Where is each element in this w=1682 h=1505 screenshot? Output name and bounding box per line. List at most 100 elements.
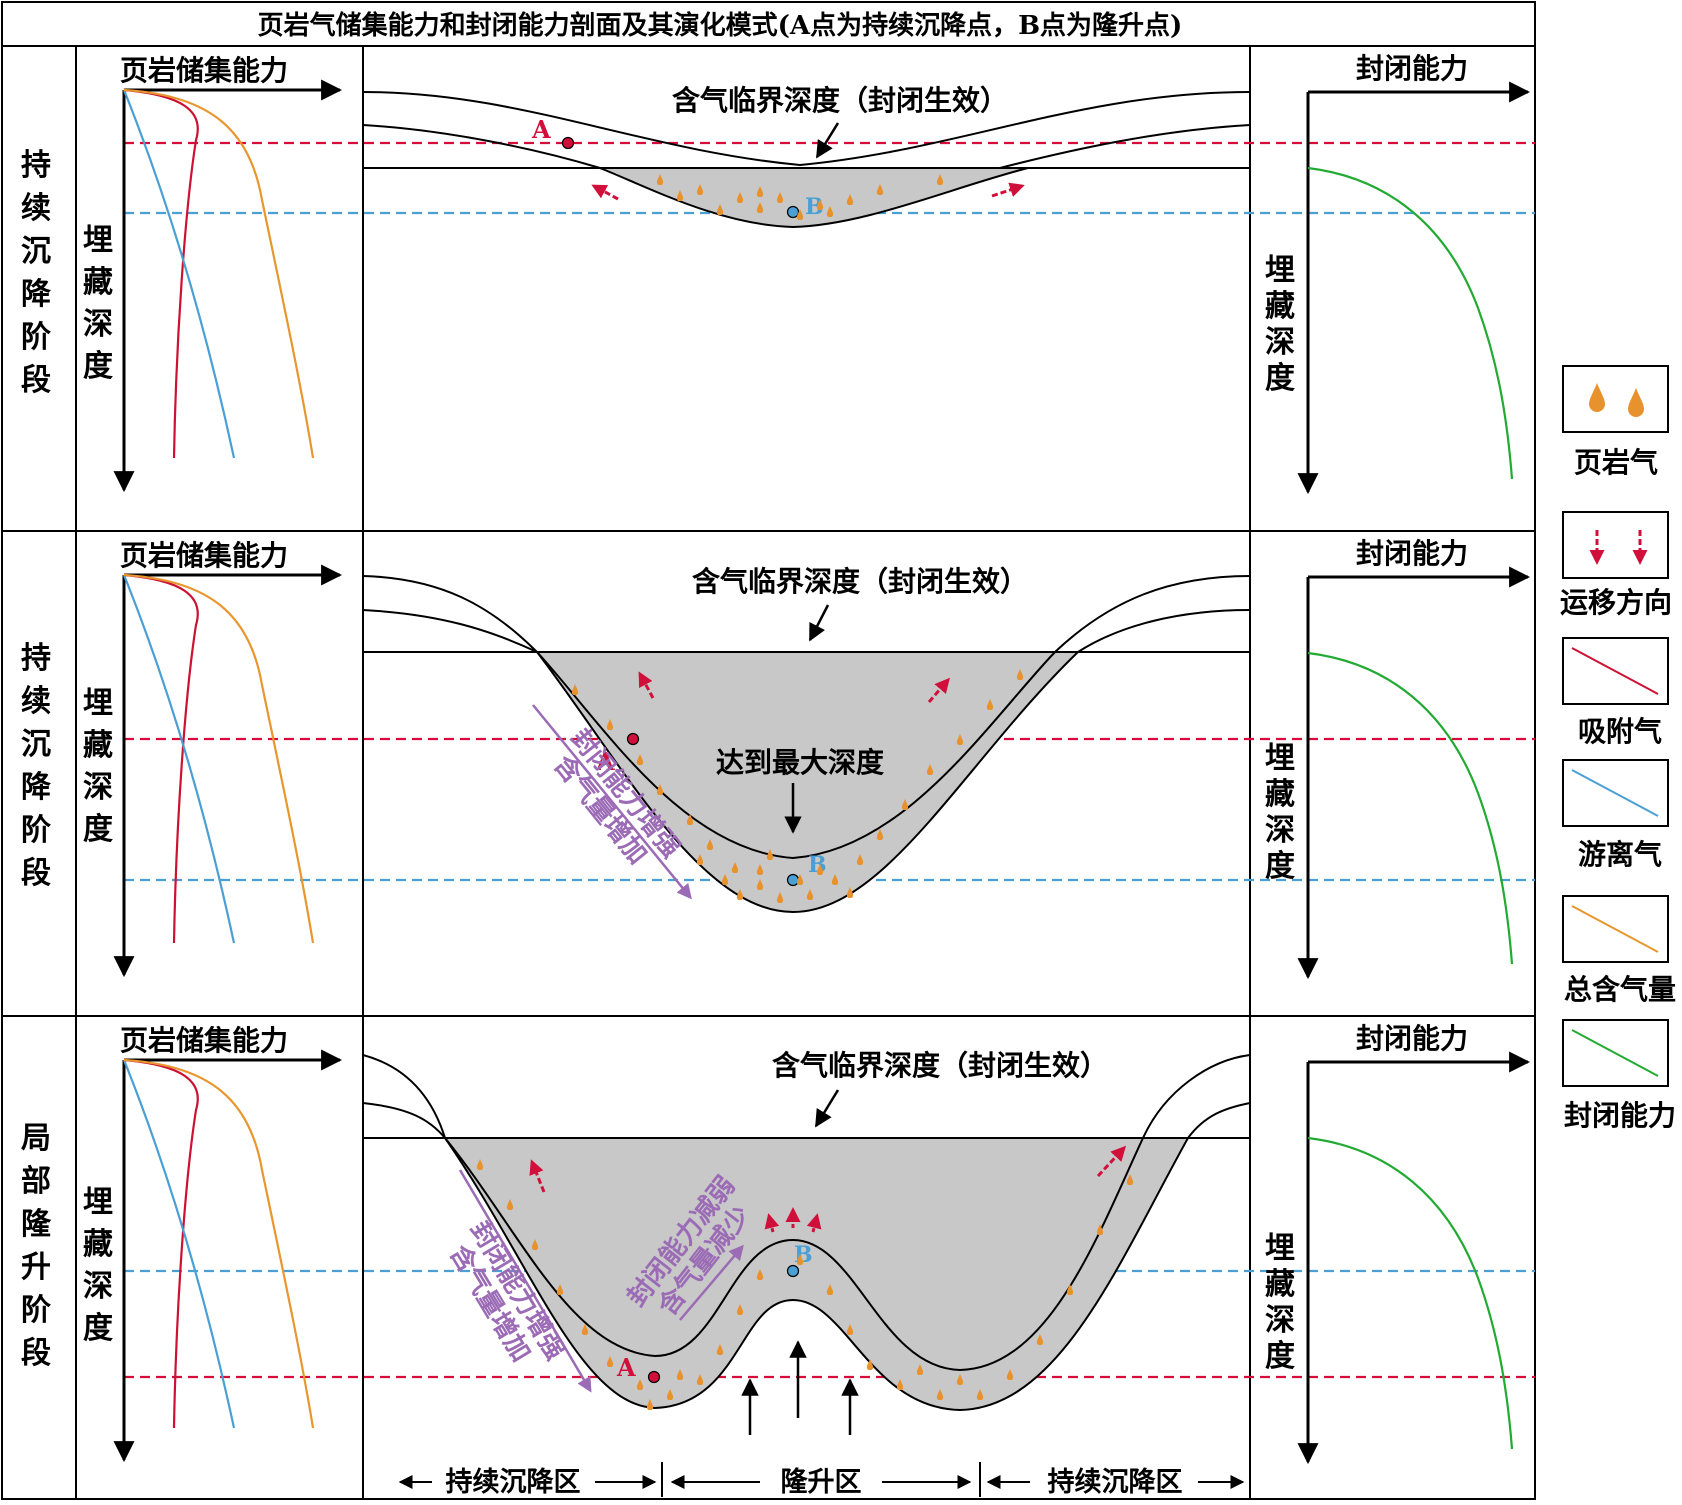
purple-arrow-3a	[458, 1169, 592, 1393]
figure-title: 页岩气储集能力和封闭能力剖面及其演化模式(A点为持续沉降点，B点为隆升点)	[258, 10, 1183, 41]
seal-capacity-label: 封闭能力	[1356, 1022, 1468, 1055]
svg-text:持: 持	[21, 641, 51, 676]
depth-axis-label: 藏	[83, 1227, 113, 1262]
depth-axis-label: 深	[1265, 1303, 1295, 1338]
legend-label-free: 游离气	[1578, 838, 1662, 871]
zone-label-subsidence-left: 持续沉降区	[446, 1467, 581, 1498]
depth-axis-label: 藏	[1265, 289, 1295, 324]
svg-text:阶: 阶	[21, 813, 51, 848]
storage-capacity-label: 页岩储集能力	[120, 539, 288, 572]
adsorbed-gas-curve	[123, 88, 199, 459]
depth-axis-label: 度	[83, 349, 113, 384]
point-b-1	[786, 205, 800, 219]
legend-label-migration: 运移方向	[1560, 586, 1672, 619]
svg-text:段: 段	[21, 856, 51, 891]
free-gas-curve	[122, 89, 236, 459]
point-a-label-1: A	[531, 115, 551, 144]
adsorbed-gas-curve	[123, 1058, 199, 1429]
critical-depth-label-2: 含气临界深度（封闭生效）	[692, 565, 1028, 598]
seal-capacity-curve	[1307, 651, 1514, 965]
legend-label-seal: 封闭能力	[1564, 1099, 1676, 1132]
max-depth-label: 达到最大深度	[716, 746, 884, 779]
svg-text:阶: 阶	[21, 1293, 51, 1328]
free-gas-curve	[122, 1059, 236, 1429]
storage-capacity-label: 页岩储集能力	[120, 1024, 288, 1057]
svg-text:沉: 沉	[21, 234, 51, 269]
free-gas-curve	[122, 574, 236, 944]
legend-label-shale-gas: 页岩气	[1574, 446, 1658, 479]
point-b-label-2: B	[808, 852, 827, 878]
depth-axis-label: 藏	[1265, 1267, 1295, 1302]
total-gas-curve	[123, 1058, 315, 1429]
total-gas-curve	[123, 573, 315, 944]
depth-axis-label: 度	[83, 1311, 113, 1346]
profile-stage-1: A B 含气临界深度（封闭生效）	[362, 84, 1251, 229]
point-a-1	[561, 136, 575, 150]
svg-text:沉: 沉	[21, 727, 51, 762]
critical-depth-label-1: 含气临界深度（封闭生效）	[672, 84, 1008, 117]
legend: 页岩气 运移方向 吸附气 游离气 总含气量 封闭能力	[1560, 365, 1676, 1132]
legend-label-adsorbed: 吸附气	[1578, 715, 1662, 748]
svg-text:持: 持	[21, 148, 51, 183]
depth-axis-label: 藏	[83, 265, 113, 300]
point-b-2	[786, 873, 800, 887]
seal-capacity-label: 封闭能力	[1356, 537, 1468, 570]
depth-axis-label: 度	[1265, 1339, 1295, 1374]
point-b-label-1: B	[805, 194, 824, 220]
depth-axis-label: 度	[1265, 849, 1295, 884]
depth-axis-label: 埋	[83, 1185, 113, 1220]
point-a-label-3: A	[616, 1353, 636, 1382]
outer-frame	[1, 45, 1536, 1500]
depth-axis-label: 度	[1265, 361, 1295, 396]
depth-axis-label: 藏	[83, 728, 113, 763]
seal-capacity-curve	[1307, 166, 1514, 480]
svg-text:段: 段	[21, 363, 51, 398]
svg-text:隆: 隆	[21, 1207, 52, 1242]
zone-label-uplift: 隆升区	[781, 1467, 862, 1498]
depth-axis-label: 埋	[1265, 1231, 1295, 1266]
total-gas-curve	[123, 88, 315, 459]
svg-text:段: 段	[21, 1336, 51, 1371]
point-a-2	[626, 732, 640, 746]
seal-capacity-label: 封闭能力	[1356, 52, 1468, 85]
depth-axis-label: 深	[83, 770, 113, 805]
svg-text:续: 续	[21, 684, 51, 719]
purple-arrow-2	[532, 704, 692, 900]
legend-label-total: 总含气量	[1564, 973, 1676, 1006]
svg-text:升: 升	[21, 1250, 51, 1285]
critical-depth-label-3: 含气临界深度（封闭生效）	[772, 1049, 1108, 1082]
svg-text:部: 部	[21, 1164, 51, 1199]
purple-arrow-3b	[679, 1244, 744, 1321]
zone-label-subsidence-right: 持续沉降区	[1048, 1467, 1183, 1498]
depth-axis-label: 深	[83, 307, 113, 342]
point-b-label-3: B	[794, 1242, 813, 1268]
svg-text:局: 局	[21, 1121, 51, 1156]
depth-axis-label: 埋	[1265, 741, 1295, 776]
seal-capacity-curve	[1307, 1136, 1514, 1450]
svg-text:续: 续	[21, 191, 51, 226]
storage-capacity-label: 页岩储集能力	[120, 54, 288, 87]
stage-label-1: 持续沉 降阶段	[21, 148, 52, 398]
depth-axis-label: 埋	[83, 223, 113, 258]
depth-axis-label: 埋	[1265, 253, 1295, 288]
svg-text:降: 降	[21, 277, 52, 312]
stage-label-3: 局部隆 升阶段	[21, 1121, 52, 1371]
svg-text:降: 降	[21, 770, 52, 805]
point-a-3	[647, 1370, 661, 1384]
stage-label-2: 持续沉 降阶段	[21, 641, 52, 891]
depth-axis-label: 藏	[1265, 777, 1295, 812]
depth-axis-label: 深	[1265, 325, 1295, 360]
svg-text:阶: 阶	[21, 320, 51, 355]
depth-axis-label: 深	[83, 1269, 113, 1304]
depth-axis-label: 度	[83, 812, 113, 847]
depth-axis-label: 埋	[83, 686, 113, 721]
depth-axis-label: 深	[1265, 813, 1295, 848]
adsorbed-gas-curve	[123, 573, 199, 944]
